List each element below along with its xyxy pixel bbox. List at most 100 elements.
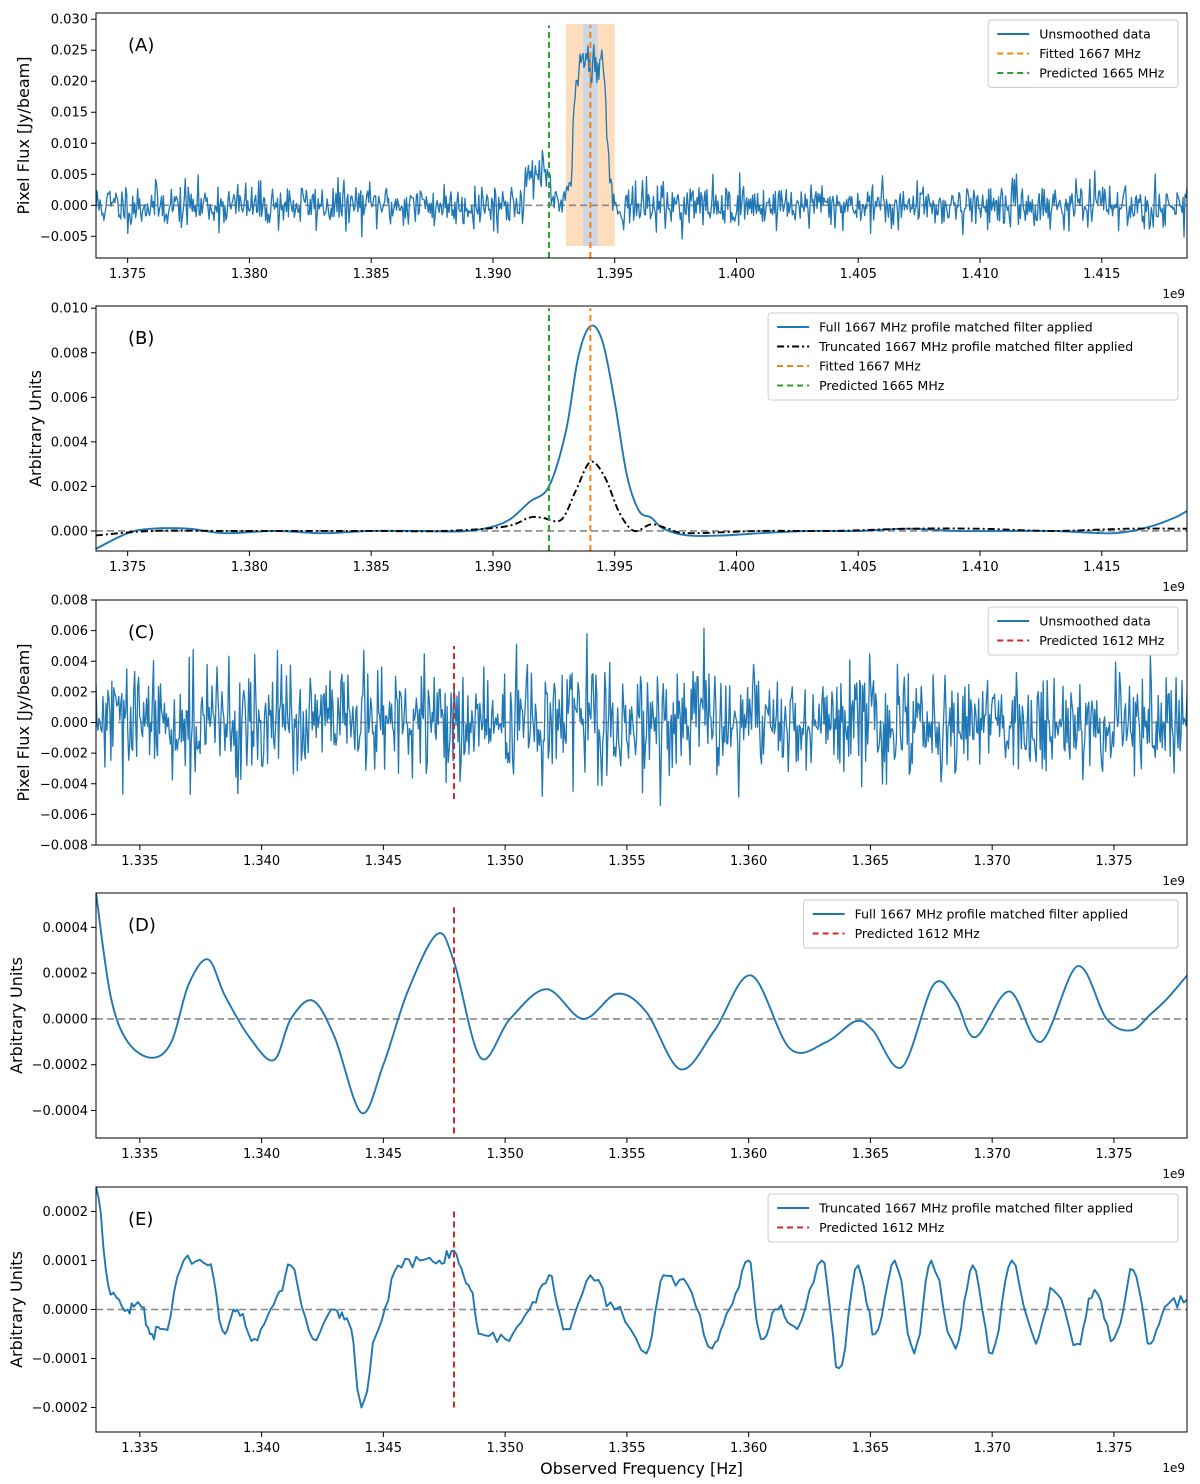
y-tick-label-A-1: 0.000	[51, 199, 88, 214]
series-line-E-0	[96, 1187, 1187, 1409]
y-tick-label-D-2: 0.0000	[43, 1012, 89, 1027]
x-tick-label-B-1: 1.380	[231, 560, 268, 575]
x-tick-label-D-0: 1.335	[121, 1147, 158, 1162]
x-tick-label-B-7: 1.410	[961, 560, 998, 575]
panel-C: 1.335 1.340 1.345 1.350 1.355 1.360 1.365 1.370…	[14, 594, 1188, 888]
legend-A: Unsmoothed data Fitted 1667 MHz Predicted …	[987, 19, 1179, 88]
y-tick-label-C-6: 0.004	[51, 655, 88, 670]
x-tick-label-A-0: 1.375	[109, 267, 146, 282]
y-tick-label-C-2: −0.004	[40, 777, 88, 792]
y-tick-label-A-6: 0.025	[51, 44, 88, 59]
x-tick-label-B-8: 1.415	[1083, 560, 1120, 575]
x-tick-label-A-5: 1.400	[718, 267, 755, 282]
panel-A: 1.375 1.380 1.385 1.390 1.395 1.400 1.405 1.410…	[14, 12, 1188, 301]
panel-label-C: (C)	[128, 622, 155, 643]
x-tick-label-B-5: 1.400	[718, 560, 755, 575]
axes-frame-B	[95, 305, 1188, 552]
x-tick-label-C-2: 1.345	[365, 854, 402, 869]
y-tick-label-C-0: −0.008	[40, 839, 88, 854]
legend-label-C-1: Predicted 1612 MHz	[1039, 633, 1165, 648]
series-line-A-0	[96, 43, 1187, 240]
x-offset-label-C: 1e9	[1162, 874, 1185, 888]
x-tick-label-D-1: 1.340	[243, 1147, 280, 1162]
x-tick-label-B-6: 1.405	[840, 560, 877, 575]
x-tick-label-C-3: 1.350	[487, 854, 524, 869]
y-axis-title-A: Pixel Flux [Jy/beam]	[14, 57, 33, 215]
legend-box-C	[987, 606, 1179, 656]
x-tick-label-C-8: 1.375	[1095, 854, 1132, 869]
series-line-D-0	[96, 893, 1187, 1114]
x-tick-label-E-6: 1.365	[852, 1441, 889, 1456]
y-tick-label-D-0: −0.0004	[32, 1104, 88, 1119]
x-tick-label-C-5: 1.360	[730, 854, 767, 869]
y-tick-label-E-1: −0.0001	[32, 1352, 88, 1367]
y-axis-title-C: Pixel Flux [Jy/beam]	[14, 644, 33, 802]
x-tick-label-E-2: 1.345	[365, 1441, 402, 1456]
y-tick-label-E-2: 0.0000	[43, 1303, 89, 1318]
axes-frame-A	[95, 12, 1188, 259]
y-tick-label-D-4: 0.0004	[43, 921, 89, 936]
legend-D: Full 1667 MHz profile matched filter app…	[803, 899, 1179, 949]
x-tick-label-E-8: 1.375	[1095, 1441, 1132, 1456]
y-tick-label-A-5: 0.020	[51, 75, 88, 90]
plot-area-C	[96, 627, 1187, 806]
legend-box-E	[767, 1193, 1179, 1243]
series-line-B-1	[96, 460, 1187, 537]
x-tick-label-C-1: 1.340	[243, 854, 280, 869]
x-tick-label-B-3: 1.390	[474, 560, 511, 575]
x-tick-label-E-4: 1.355	[608, 1441, 645, 1456]
legend-E: Truncated 1667 MHz profile matched filte…	[767, 1193, 1179, 1243]
x-offset-label-E: 1e9	[1162, 1461, 1185, 1475]
x-tick-label-C-7: 1.370	[974, 854, 1011, 869]
legend-box-D	[803, 899, 1179, 949]
legend-label-E-1: Predicted 1612 MHz	[819, 1220, 945, 1235]
axes-frame-D	[95, 892, 1188, 1139]
x-tick-label-E-0: 1.335	[121, 1441, 158, 1456]
panel-D: 1.335 1.340 1.345 1.350 1.355 1.360 1.365 1.370…	[7, 892, 1188, 1181]
x-tick-label-D-5: 1.360	[730, 1147, 767, 1162]
y-tick-label-B-1: 0.002	[51, 480, 88, 495]
x-tick-label-A-1: 1.380	[231, 267, 268, 282]
legend-label-A-1: Fitted 1667 MHz	[1039, 46, 1141, 61]
x-tick-label-B-0: 1.375	[109, 560, 146, 575]
y-tick-label-A-0: −0.005	[40, 230, 88, 245]
y-tick-label-B-2: 0.004	[51, 435, 88, 450]
x-tick-label-E-7: 1.370	[974, 1441, 1011, 1456]
x-tick-label-A-8: 1.415	[1083, 267, 1120, 282]
legend-label-E-0: Truncated 1667 MHz profile matched filte…	[818, 1201, 1133, 1216]
y-tick-label-B-3: 0.006	[51, 391, 88, 406]
x-tick-label-C-0: 1.335	[121, 854, 158, 869]
plot-area-A	[96, 24, 1187, 258]
plot-area-E	[96, 1187, 1187, 1409]
x-tick-label-D-8: 1.375	[1095, 1147, 1132, 1162]
y-axis-title-B: Arbitrary Units	[26, 370, 45, 487]
y-axis-title-E: Arbitrary Units	[7, 1251, 26, 1368]
x-axis-title: Observed Frequency [Hz]	[540, 1459, 743, 1478]
y-tick-label-C-7: 0.006	[51, 624, 88, 639]
y-tick-label-A-7: 0.030	[51, 13, 88, 28]
y-tick-label-C-1: −0.006	[40, 808, 88, 823]
legend-C: Unsmoothed data Predicted 1612 MHz	[987, 606, 1179, 656]
y-tick-label-D-3: 0.0002	[43, 967, 89, 982]
x-tick-label-C-6: 1.365	[852, 854, 889, 869]
x-tick-label-E-5: 1.360	[730, 1441, 767, 1456]
panel-label-D: (D)	[128, 915, 156, 936]
legend-label-A-2: Predicted 1665 MHz	[1039, 66, 1165, 81]
x-tick-label-D-3: 1.350	[487, 1147, 524, 1162]
panel-B: 1.375 1.380 1.385 1.390 1.395 1.400 1.405 1.410…	[26, 302, 1188, 594]
legend-B: Full 1667 MHz profile matched filter app…	[767, 312, 1179, 401]
legend-label-D-1: Predicted 1612 MHz	[855, 926, 981, 941]
y-tick-label-B-0: 0.000	[51, 524, 88, 539]
panel-label-A: (A)	[128, 35, 154, 56]
y-tick-label-E-4: 0.0002	[43, 1205, 89, 1220]
series-line-B-0	[96, 324, 1187, 550]
x-tick-label-B-4: 1.395	[596, 560, 633, 575]
x-tick-label-E-1: 1.340	[243, 1441, 280, 1456]
y-tick-label-A-2: 0.005	[51, 168, 88, 183]
legend-label-C-0: Unsmoothed data	[1039, 614, 1151, 629]
y-axis-title-D: Arbitrary Units	[7, 957, 26, 1074]
y-tick-label-B-4: 0.008	[51, 346, 88, 361]
panel-E: 1.335 1.340 1.345 1.350 1.355 1.360 1.365 1.370…	[7, 1186, 1188, 1475]
y-tick-label-B-5: 0.010	[51, 302, 88, 317]
y-tick-label-D-1: −0.0002	[32, 1058, 88, 1073]
